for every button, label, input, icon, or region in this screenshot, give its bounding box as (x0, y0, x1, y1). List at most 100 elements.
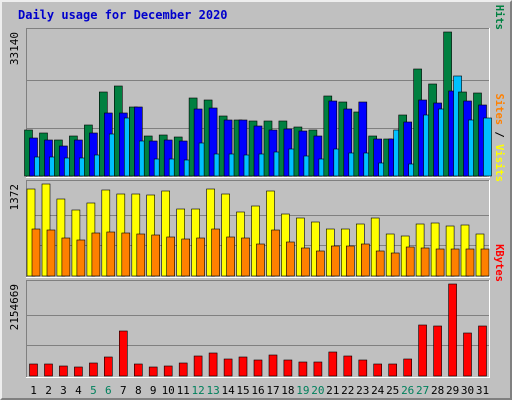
bar-sites-day-8 (136, 233, 146, 277)
x-tick-label: 15 (236, 384, 249, 397)
x-tick-label: 11 (177, 384, 190, 397)
bar-files-day-24 (373, 138, 383, 177)
bar-sites-day-6 (106, 231, 116, 277)
bar-files-day-13 (208, 107, 218, 177)
bar-sites-day-26 (405, 246, 415, 277)
bar-visits-day-14 (221, 193, 230, 277)
bar-sites-day-7 (121, 232, 131, 277)
bar-files-day-16 (253, 125, 263, 177)
bar-visits-day-24 (370, 217, 380, 277)
x-tick-label: 28 (431, 384, 444, 397)
x-tick-label: 29 (446, 384, 459, 397)
x-tick-label: 9 (150, 384, 157, 397)
x-tick-label: 31 (476, 384, 489, 397)
legend-entry: / (493, 125, 505, 144)
bar-sites-day-17 (271, 229, 280, 277)
x-tick-label: 3 (60, 384, 67, 397)
bar-sites-day-5 (91, 232, 101, 277)
legend-entry: Sites (493, 93, 505, 125)
bar-sites-day-13 (211, 228, 220, 277)
bar-kbytes-day-15 (238, 356, 248, 377)
bar-files-day-20 (313, 135, 323, 177)
x-tick-label: 5 (90, 384, 97, 397)
bar-sites-day-22 (345, 245, 355, 277)
bar-kbytes-day-27 (418, 324, 427, 377)
x-tick-label: 19 (296, 384, 309, 397)
x-tick-label: 30 (461, 384, 474, 397)
bar-kbytes-day-17 (268, 354, 278, 377)
bar-sites-day-25 (390, 252, 400, 277)
bar-kbytes-day-18 (283, 359, 293, 377)
bar-sites-day-24 (375, 250, 385, 277)
bar-kbytes-day-12 (193, 355, 203, 377)
bar-kbytes-day-23 (358, 359, 368, 377)
bar-kbytes-day-5 (89, 362, 98, 377)
x-tick-label: 17 (266, 384, 279, 397)
bar-kbytes-day-24 (373, 363, 383, 377)
bar-sites-day-27 (420, 247, 430, 277)
bar-kbytes-day-21 (328, 351, 338, 377)
bar-sites-day-20 (316, 250, 325, 277)
bar-sites-day-2 (46, 229, 56, 277)
bar-kbytes-day-16 (253, 359, 263, 377)
legend-entry: KBytes (493, 244, 505, 282)
bar-sites-day-31 (480, 248, 490, 277)
bar-sites-day-15 (241, 237, 250, 277)
bar-sites-day-18 (286, 241, 295, 277)
bar-kbytes-day-19 (298, 361, 308, 377)
x-tick-label: 12 (191, 384, 204, 397)
legend-entry: Visits (493, 144, 505, 182)
bar-sites-day-29 (450, 248, 460, 277)
bar-visits-day-10 (161, 190, 170, 277)
x-tick-label: 2 (45, 384, 52, 397)
bar-kbytes-day-26 (403, 358, 413, 377)
bar-files-day-10 (163, 139, 173, 177)
x-tick-label: 21 (326, 384, 339, 397)
bar-pages-day-31 (483, 117, 492, 177)
y-axis-max-label: 2154669 (8, 284, 21, 330)
bar-sites-day-3 (61, 237, 71, 277)
x-tick-label: 18 (281, 384, 294, 397)
bar-sites-day-9 (151, 234, 160, 277)
bar-kbytes-day-13 (208, 352, 218, 377)
bar-files-day-9 (148, 140, 158, 177)
bar-sites-day-19 (301, 247, 310, 277)
bar-files-day-14 (223, 119, 233, 177)
bar-kbytes-day-7 (119, 330, 128, 377)
panel-legend: Pages / Files / Hits (493, 0, 505, 30)
bar-kbytes-day-28 (433, 325, 442, 377)
bar-kbytes-day-10 (163, 365, 173, 377)
bar-files-day-26 (403, 121, 413, 177)
bar-visits-day-3 (56, 198, 66, 277)
bar-sites-day-23 (360, 243, 370, 277)
panel-legend: Sites / Visits (493, 93, 505, 182)
bar-sites-day-16 (256, 243, 265, 277)
x-tick-label: 27 (416, 384, 429, 397)
bar-sites-day-4 (76, 239, 86, 277)
x-tick-label: 8 (135, 384, 142, 397)
bar-files-day-15 (238, 119, 248, 177)
x-tick-label: 13 (206, 384, 219, 397)
bar-files-day-12 (193, 108, 203, 177)
bar-visits-day-19 (296, 217, 305, 277)
bar-visits-day-20 (311, 221, 320, 277)
y-axis-max-label: 33140 (8, 32, 21, 65)
bar-sites-day-30 (465, 248, 475, 277)
bar-kbytes-day-3 (59, 365, 68, 377)
bar-files-day-11 (178, 140, 188, 177)
x-tick-label: 20 (311, 384, 324, 397)
x-tick-label: 16 (251, 384, 264, 397)
x-tick-label: 1 (30, 384, 37, 397)
bar-kbytes-day-11 (178, 362, 188, 377)
x-tick-label: 14 (221, 384, 235, 397)
bar-kbytes-day-9 (148, 366, 158, 377)
bar-kbytes-day-6 (104, 356, 113, 377)
bar-kbytes-day-22 (343, 355, 353, 377)
x-tick-label: 25 (386, 384, 399, 397)
bar-kbytes-day-2 (44, 363, 53, 377)
bar-sites-day-28 (435, 248, 445, 277)
chart-title: Daily usage for December 2020 (18, 8, 228, 22)
bar-kbytes-day-1 (29, 363, 38, 377)
x-tick-label: 26 (401, 384, 414, 397)
